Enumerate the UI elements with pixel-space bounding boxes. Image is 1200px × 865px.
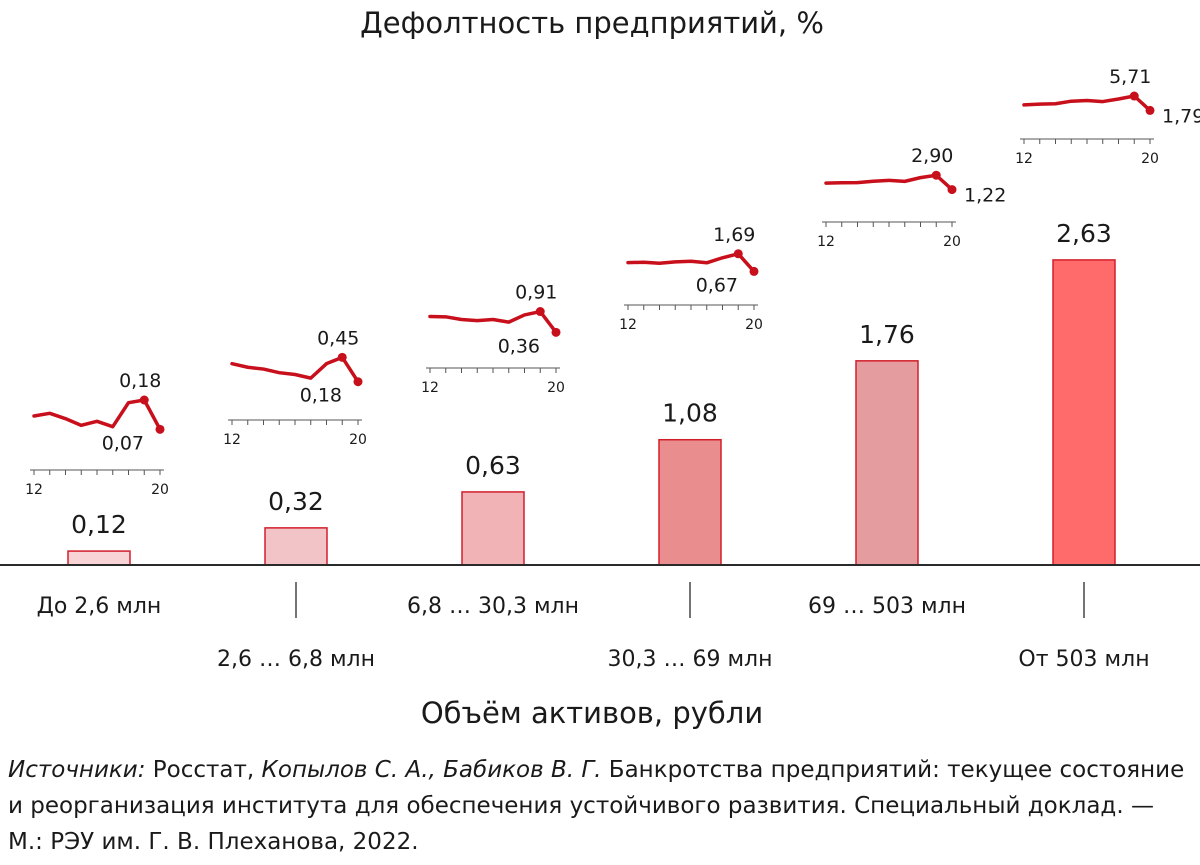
- sparkline-tick-label-start-4: 12: [817, 234, 835, 250]
- bar-4: [855, 360, 919, 566]
- sparkline-last-marker-3: [749, 266, 759, 276]
- sparkline-peak-marker-3: [733, 249, 743, 259]
- source-part2: Банкротства предприятий: текущее состоян…: [8, 757, 1185, 855]
- sparkline-last-label-3: 0,67: [696, 274, 738, 296]
- sparkline-peak-label-5: 5,71: [1109, 66, 1151, 88]
- sparkline-peak-marker-5: [1129, 91, 1139, 101]
- sparkline-1: 12 20 0,45 0,18: [223, 327, 367, 448]
- bar-2: [461, 491, 525, 566]
- category-labels: До 2,6 млн 2,6 … 6,8 млн 6,8 … 30,3 млн 30,…: [37, 582, 1150, 672]
- sparkline-peak-label-3: 1,69: [713, 224, 755, 246]
- sparkline-last-marker-2: [551, 327, 561, 337]
- source-authors: Копылов С. А., Бабиков В. Г.: [261, 757, 602, 783]
- category-label-2: 6,8 … 30,3 млн: [407, 594, 579, 619]
- sparkline-0: 12 20 0,18 0,07: [25, 370, 169, 498]
- sparkline-5: 12 20 5,71 1,79: [1015, 66, 1200, 167]
- sparkline-peak-marker-1: [337, 352, 347, 362]
- source-prefix: Источники:: [8, 757, 146, 783]
- sparklines-layer: 12 20 0,18 0,07 12 20 0,45 0,18 12 20 0,91 0,36 12 20…: [25, 66, 1200, 498]
- bar-value-label-5: 2,63: [1056, 219, 1112, 248]
- sparkline-tick-label-end-2: 20: [547, 380, 565, 396]
- bar-value-label-1: 0,32: [268, 487, 324, 516]
- sparkline-line-2: [428, 309, 558, 335]
- bar-value-label-4: 1,76: [859, 320, 915, 349]
- sparkline-peak-label-0: 0,18: [119, 370, 161, 392]
- category-label-1: 2,6 … 6,8 млн: [217, 647, 375, 672]
- sparkline-3: 12 20 1,69 0,67: [619, 224, 763, 333]
- bar-value-label-2: 0,63: [465, 451, 521, 480]
- sparkline-peak-marker-0: [139, 395, 149, 405]
- sparkline-last-label-2: 0,36: [498, 335, 540, 357]
- bars-layer: 0,12 0,32 0,63 1,08 1,76 2,63: [67, 219, 1116, 566]
- sparkline-line-3: [626, 252, 756, 274]
- sparkline-tick-label-start-5: 12: [1015, 151, 1033, 167]
- sparkline-tick-label-end-5: 20: [1141, 151, 1159, 167]
- sparkline-last-marker-0: [155, 424, 165, 434]
- sparkline-last-marker-5: [1145, 105, 1155, 115]
- bar-0: [67, 550, 131, 566]
- sparkline-line-4: [824, 173, 954, 192]
- sparkline-last-label-5: 1,79: [1162, 105, 1200, 127]
- sparkline-last-label-1: 0,18: [300, 385, 342, 407]
- bar-value-label-0: 0,12: [71, 510, 127, 539]
- sparkline-peak-label-4: 2,90: [911, 145, 953, 167]
- sparkline-peak-label-2: 0,91: [515, 282, 557, 304]
- chart-title: Дефолтность предприятий, %: [360, 6, 824, 40]
- sparkline-last-label-0: 0,07: [102, 432, 144, 454]
- sparkline-peak-marker-4: [931, 170, 941, 180]
- bar-1: [264, 527, 328, 566]
- sparkline-4: 12 20 2,90 1,22: [817, 145, 1006, 250]
- sparkline-last-label-4: 1,22: [964, 185, 1006, 207]
- sparkline-tick-label-start-2: 12: [421, 380, 439, 396]
- bar-value-label-3: 1,08: [662, 399, 718, 428]
- x-axis-label: Объём активов, рубли: [421, 696, 763, 730]
- bar-5: [1052, 259, 1116, 566]
- sparkline-line-0: [32, 398, 162, 432]
- bar-3: [658, 438, 722, 566]
- category-label-0: До 2,6 млн: [37, 594, 162, 619]
- sparkline-line-1: [230, 355, 360, 384]
- sparkline-last-marker-1: [353, 377, 363, 387]
- sparkline-peak-marker-2: [535, 307, 545, 317]
- sparkline-peak-label-1: 0,45: [317, 327, 359, 349]
- category-label-4: 69 … 503 млн: [808, 594, 966, 619]
- sparkline-tick-label-start-0: 12: [25, 482, 43, 498]
- sparkline-last-marker-4: [947, 185, 957, 195]
- category-label-5: От 503 млн: [1018, 647, 1149, 672]
- sparkline-tick-label-end-3: 20: [745, 317, 763, 333]
- sparkline-line-5: [1022, 94, 1152, 113]
- sparkline-2: 12 20 0,91 0,36: [421, 282, 565, 396]
- sparkline-tick-label-end-4: 20: [943, 234, 961, 250]
- sparkline-tick-label-start-3: 12: [619, 317, 637, 333]
- source-part1: Росстат,: [145, 757, 262, 783]
- sparkline-tick-label-end-0: 20: [151, 482, 169, 498]
- source-note: Источники: Росстат, Копылов С. А., Бабик…: [8, 752, 1193, 860]
- category-label-3: 30,3 … 69 млн: [608, 647, 773, 672]
- sparkline-tick-label-end-1: 20: [349, 432, 367, 448]
- sparkline-tick-label-start-1: 12: [223, 432, 241, 448]
